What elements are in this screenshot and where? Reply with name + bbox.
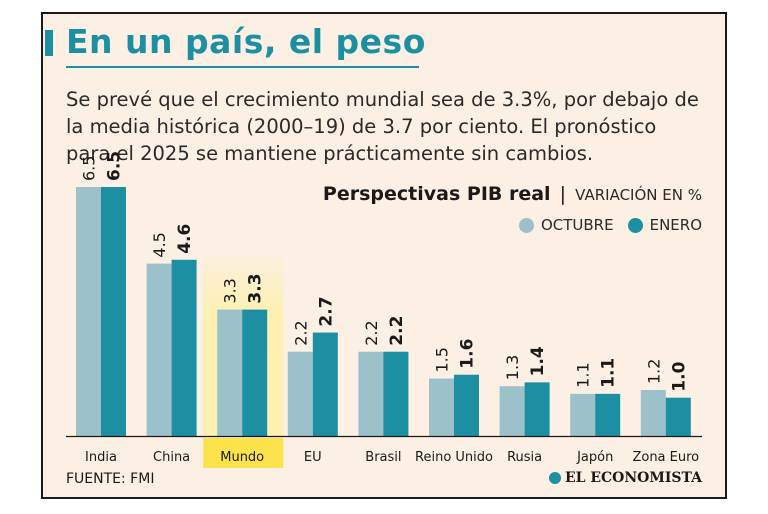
data-label-eu-octubre: 2.2 [291,320,310,345]
data-label-reino-unido-enero: 1.6 [458,339,478,369]
chart-unit: VARIACIÓN EN % [575,186,702,204]
category-label-japón: Japón [576,450,613,465]
data-label-mundo-enero: 3.3 [246,273,266,303]
legend-item-octubre: OCTUBRE [518,216,614,234]
title-accent-bar [45,30,53,56]
data-label-zona-euro-octubre: 1.2 [644,359,663,384]
bar-eu-octubre [287,351,313,436]
bar-china-enero [171,259,197,436]
data-label-china-enero: 4.6 [175,224,195,254]
bar-mundo-octubre [217,309,243,436]
bar-reino-unido-octubre [429,378,454,436]
brand-logo: EL ECONOMISTA [548,470,702,486]
data-label-china-octubre: 4.5 [150,232,169,257]
bar-zona-euro-enero [665,397,691,436]
bar-brasil-enero [383,351,409,436]
data-label-rusia-enero: 1.4 [528,346,548,376]
category-label-brasil: Brasil [365,450,401,465]
bar-japón-octubre [570,393,596,436]
bar-china-octubre [146,263,172,436]
subtitle-text: Se prevé que el crecimiento mundial sea … [66,88,699,165]
data-label-brasil-octubre: 2.2 [362,320,381,345]
legend-swatch-enero [627,217,643,233]
category-label-rusia: Rusia [507,450,542,465]
category-label-zona-euro: Zona Euro [632,450,699,465]
category-label-reino-unido: Reino Unido [415,450,493,465]
bar-zona-euro-octubre [640,390,666,436]
category-label-mundo: Mundo [220,450,264,465]
bar-rusia-enero [524,382,550,436]
bar-india-octubre [76,187,101,436]
headline: En un país, el peso [66,22,426,61]
category-label-china: China [153,450,190,465]
chart-title: Perspectivas PIB real [322,183,551,205]
brand-name: EL ECONOMISTA [564,470,702,486]
bar-rusia-octubre [499,386,525,436]
bar-brasil-octubre [358,351,384,436]
data-label-rusia-octubre: 1.3 [503,355,522,380]
chart-title-separator: | [559,183,567,205]
data-label-eu-enero: 2.7 [316,296,336,326]
legend-swatch-octubre [518,217,534,233]
bar-india-enero [101,187,126,436]
headline-underline [66,66,419,68]
legend-label-octubre: OCTUBRE [540,216,614,234]
legend-label-enero: ENERO [649,216,702,234]
category-label-india: India [85,450,117,465]
source-note: FUENTE: FMI [66,471,155,487]
data-label-mundo-octubre: 3.3 [221,278,240,303]
data-label-reino-unido-octubre: 1.5 [433,347,452,372]
bar-japón-enero [595,393,621,436]
data-label-japón-enero: 1.1 [599,358,619,388]
chart-header: Perspectivas PIB real | VARIACIÓN EN % [323,183,702,205]
bar-mundo-enero [242,309,268,436]
brand-icon [548,472,561,484]
category-label-eu: EU [304,450,322,465]
data-label-brasil-enero: 2.2 [387,316,407,346]
data-label-zona-euro-enero: 1.0 [669,361,689,391]
bar-reino-unido-enero [454,374,479,436]
bar-eu-enero [312,332,338,436]
legend: OCTUBRE ENERO [505,216,702,234]
highlight-label-box [203,438,284,468]
legend-item-enero: ENERO [627,216,702,234]
data-label-india-octubre: 6.5 [80,156,99,181]
data-label-india-enero: 6.5 [105,151,125,181]
data-label-japón-octubre: 1.1 [574,362,593,387]
